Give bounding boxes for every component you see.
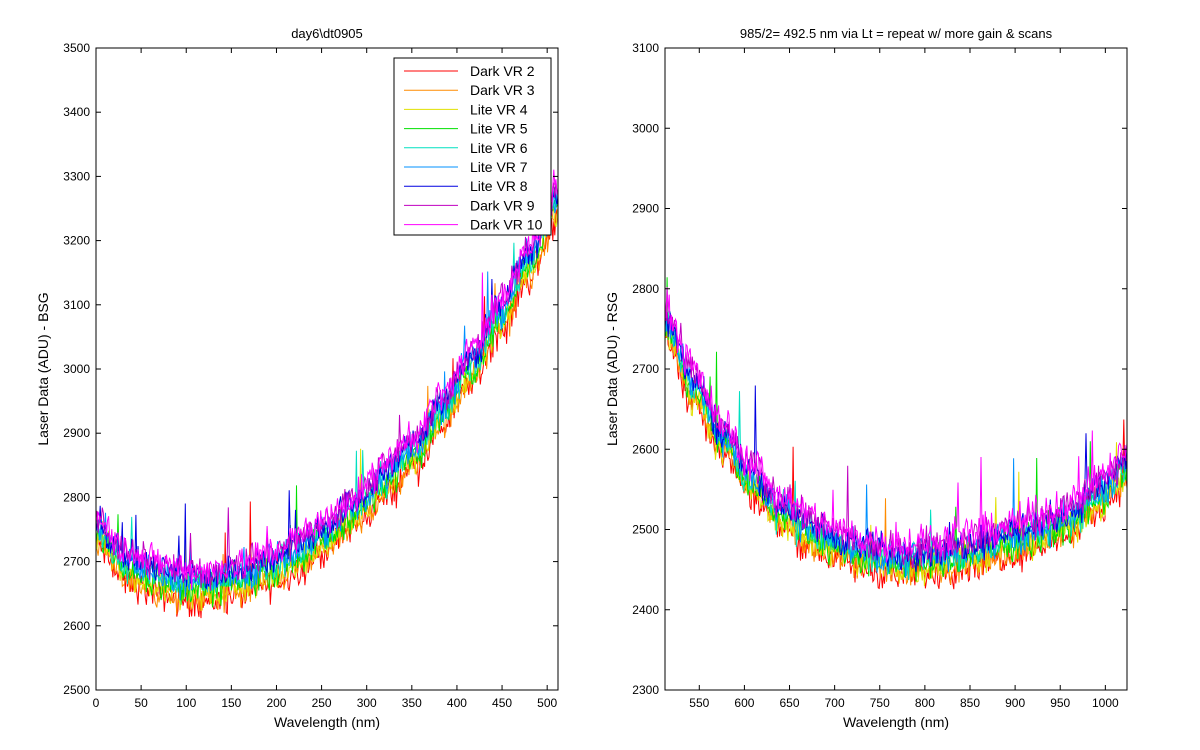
series-line-lite-vr-6	[665, 310, 1127, 581]
y-tick-label: 2600	[63, 619, 90, 633]
x-axis-label: Wavelength (nm)	[843, 714, 949, 730]
y-tick-label: 2800	[63, 490, 90, 504]
legend-label-lite-vr-7: Lite VR 7	[470, 159, 528, 175]
y-tick-label: 2900	[632, 202, 659, 216]
x-tick-label: 650	[780, 696, 800, 710]
x-tick-label: 450	[492, 696, 512, 710]
series-line-dark-vr-2	[96, 209, 558, 619]
x-tick-label: 1000	[1092, 696, 1119, 710]
y-tick-label: 3000	[632, 121, 659, 135]
y-tick-label: 2400	[632, 603, 659, 617]
series-group	[665, 277, 1127, 590]
legend-label-lite-vr-6: Lite VR 6	[470, 140, 528, 156]
legend-label-lite-vr-4: Lite VR 4	[470, 101, 528, 117]
y-axis-label: Laser Data (ADU) - BSG	[35, 292, 51, 445]
x-tick-label: 550	[689, 696, 709, 710]
x-tick-label: 300	[357, 696, 377, 710]
legend-label-dark-vr-2: Dark VR 2	[470, 63, 535, 79]
y-tick-label: 2700	[63, 555, 90, 569]
series-line-dark-vr-10	[96, 169, 558, 590]
x-tick-label: 50	[134, 696, 148, 710]
y-tick-label: 2700	[632, 362, 659, 376]
x-tick-label: 400	[447, 696, 467, 710]
x-tick-label: 500	[537, 696, 557, 710]
x-tick-label: 200	[266, 696, 286, 710]
legend-label-dark-vr-3: Dark VR 3	[470, 82, 535, 98]
y-tick-label: 3300	[63, 169, 90, 183]
chart-title: day6\dt0905	[291, 26, 363, 41]
y-tick-label: 2500	[632, 523, 659, 537]
x-tick-label: 750	[870, 696, 890, 710]
series-group	[96, 169, 558, 619]
plot-area	[665, 48, 1127, 690]
x-tick-label: 150	[221, 696, 241, 710]
y-tick-label: 2600	[632, 442, 659, 456]
legend-label-dark-vr-10: Dark VR 10	[470, 217, 543, 233]
chart-panel-1: 0 50 100 150 200 250 300 350 400 450 500 2500 2600 27…	[35, 26, 559, 730]
x-tick-label: 600	[734, 696, 754, 710]
x-tick-label: 950	[1050, 696, 1070, 710]
chart-panel-2: 550 600 650 700 750 800 850 900 950 1000 2300 2400 2…	[604, 26, 1128, 730]
legend-label-lite-vr-8: Lite VR 8	[470, 178, 528, 194]
y-tick-label: 2500	[63, 683, 90, 697]
y-axis-label: Laser Data (ADU) - RSG	[604, 292, 620, 446]
x-tick-label: 350	[402, 696, 422, 710]
y-tick-label: 3100	[632, 41, 659, 55]
legend-label-dark-vr-9: Dark VR 9	[470, 197, 535, 213]
chart-title: 985/2= 492.5 nm via Lt = repeat w/ more …	[740, 26, 1053, 41]
y-tick-label: 2800	[632, 282, 659, 296]
y-tick-label: 3200	[63, 234, 90, 248]
x-tick-label: 0	[93, 696, 100, 710]
y-tick-label: 3400	[63, 105, 90, 119]
x-tick-label: 250	[312, 696, 332, 710]
y-tick-label: 3000	[63, 362, 90, 376]
x-tick-label: 800	[915, 696, 935, 710]
y-tick-label: 3500	[63, 41, 90, 55]
x-axis-label: Wavelength (nm)	[274, 714, 380, 730]
y-tick-label: 2900	[63, 426, 90, 440]
x-tick-label: 900	[1005, 696, 1025, 710]
x-tick-label: 700	[825, 696, 845, 710]
x-tick-label: 100	[176, 696, 196, 710]
y-tick-label: 3100	[63, 298, 90, 312]
legend-label-lite-vr-5: Lite VR 5	[470, 121, 528, 137]
y-tick-label: 2300	[632, 683, 659, 697]
x-tick-label: 850	[960, 696, 980, 710]
series-line-dark-vr-10	[665, 287, 1127, 563]
legend: Dark VR 2 Dark VR 3 Lite VR 4 Lite VR 5 Lite…	[393, 57, 552, 236]
series-line-lite-vr-5	[665, 277, 1127, 582]
